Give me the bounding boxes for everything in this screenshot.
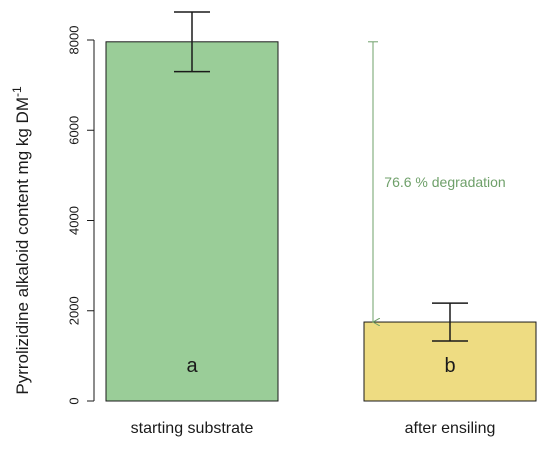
category-label: after ensiling [405, 420, 496, 437]
y-axis: 0 2000 4000 6000 8000 [67, 26, 95, 405]
category-label: starting substrate [131, 420, 254, 437]
degradation-annotation: 76.6 % degradation [368, 41, 506, 322]
y-tick-label: 8000 [67, 26, 82, 55]
y-axis-label: Pyrrolizidine alkaloid content mg kg DM-… [10, 86, 32, 395]
y-tick-label: 0 [67, 397, 82, 404]
y-axis-label-superscript: -1 [10, 86, 24, 97]
y-tick-label: 6000 [67, 116, 82, 145]
y-axis-label-text: Pyrrolizidine alkaloid content mg kg DM [13, 97, 32, 395]
degradation-label: 76.6 % degradation [384, 174, 505, 190]
y-tick-label: 4000 [67, 206, 82, 235]
category-labels: starting substrate after ensiling [131, 420, 496, 437]
error-bars [174, 11, 468, 342]
y-ticks: 0 2000 4000 6000 8000 [67, 26, 94, 405]
bar [105, 41, 279, 402]
significance-letter: b [444, 355, 455, 377]
bars [105, 41, 537, 402]
y-tick-label: 2000 [67, 296, 82, 325]
significance-letter: a [186, 355, 198, 377]
